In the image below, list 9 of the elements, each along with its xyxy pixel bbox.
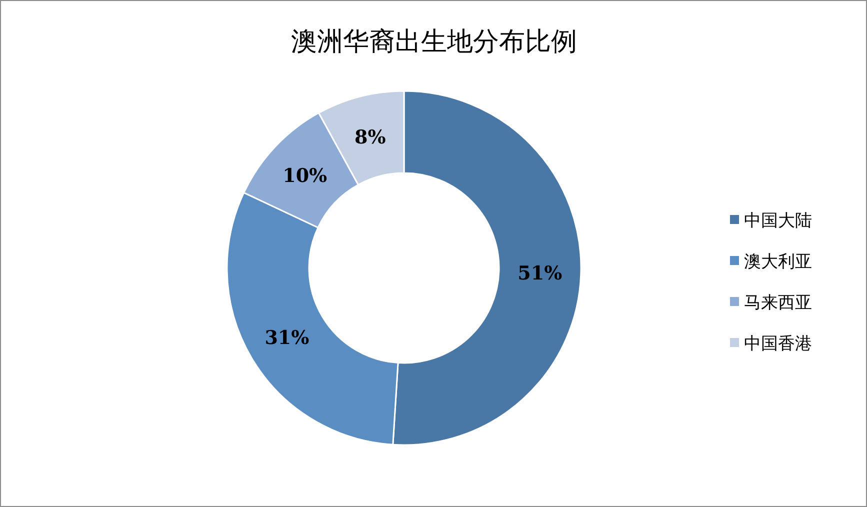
data-label: 8% [354, 126, 386, 148]
data-label: 51% [518, 262, 562, 284]
legend-label: 中国香港 [744, 334, 812, 354]
data-label: 31% [264, 327, 310, 350]
legend-label: 中国大陆 [744, 211, 812, 231]
chart-title: 澳洲华裔出生地分布比例 [291, 27, 577, 57]
legend-label: 澳大利亚 [744, 252, 812, 272]
data-label: 10% [282, 164, 328, 187]
legend-label: 马来西亚 [744, 293, 812, 313]
